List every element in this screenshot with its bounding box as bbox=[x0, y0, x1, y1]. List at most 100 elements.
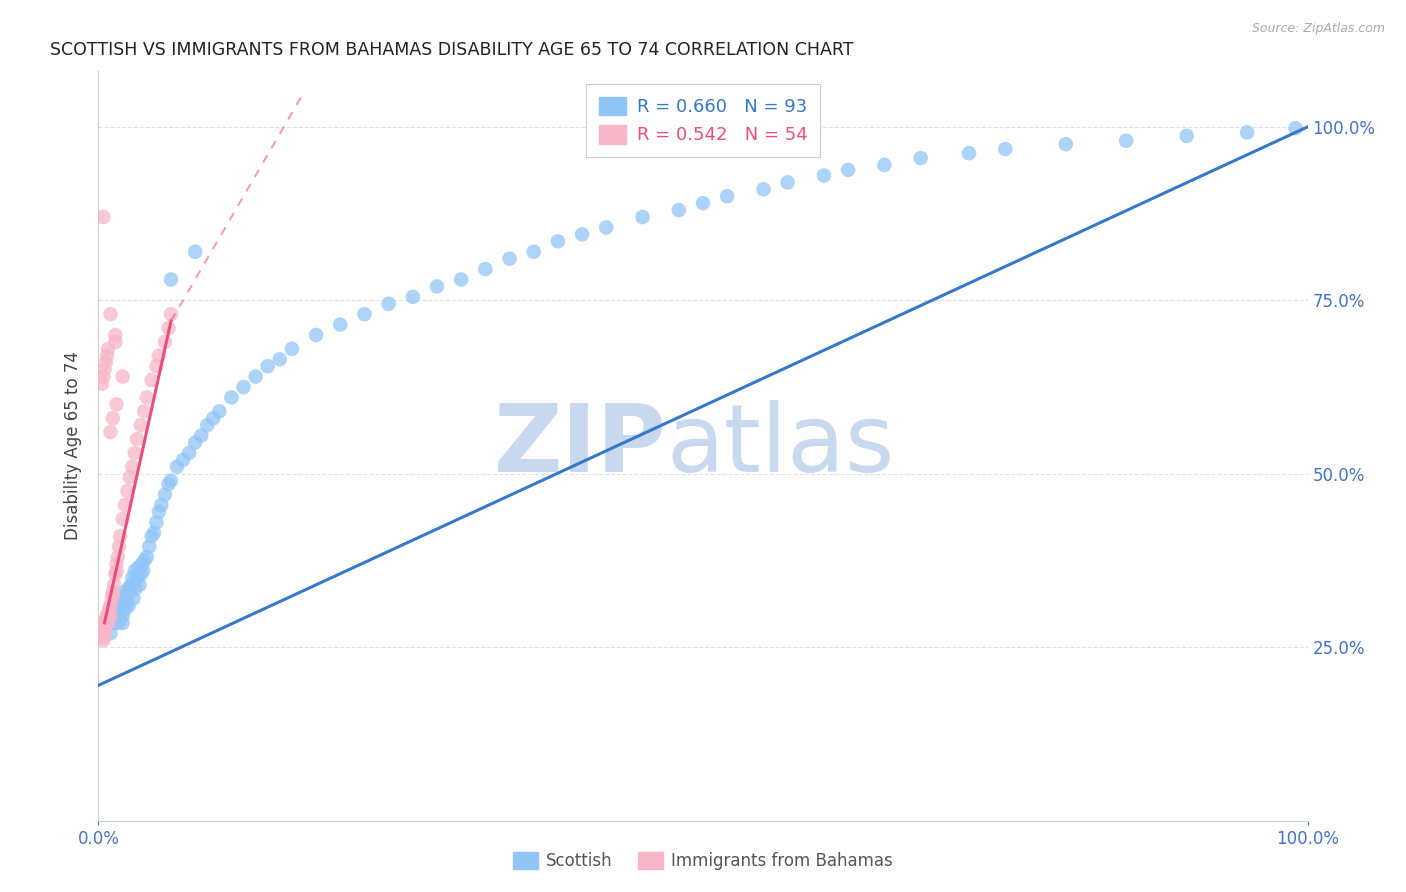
Point bbox=[107, 549, 129, 564]
Point bbox=[150, 498, 173, 512]
Point bbox=[148, 505, 170, 519]
Point bbox=[160, 272, 183, 286]
Point bbox=[91, 369, 114, 384]
Point bbox=[138, 540, 160, 554]
Point bbox=[994, 142, 1017, 156]
Point bbox=[112, 591, 135, 606]
Point bbox=[91, 633, 114, 648]
Point bbox=[91, 210, 114, 224]
Point bbox=[716, 189, 738, 203]
Point bbox=[426, 279, 449, 293]
Point bbox=[184, 435, 207, 450]
Point bbox=[127, 571, 149, 585]
Point bbox=[141, 529, 163, 543]
Point bbox=[129, 567, 152, 582]
Point bbox=[571, 227, 593, 242]
Point bbox=[96, 609, 118, 624]
Point bbox=[127, 432, 149, 446]
Point bbox=[100, 425, 122, 439]
Point bbox=[132, 564, 155, 578]
Point bbox=[93, 630, 115, 644]
Point bbox=[111, 609, 134, 624]
Point bbox=[221, 391, 243, 405]
Point bbox=[329, 318, 352, 332]
Point bbox=[124, 446, 146, 460]
Point bbox=[96, 349, 118, 363]
Point bbox=[105, 564, 128, 578]
Point bbox=[100, 599, 122, 613]
Point bbox=[97, 606, 120, 620]
Point bbox=[94, 356, 117, 370]
Point bbox=[104, 328, 127, 343]
Point bbox=[837, 162, 859, 177]
Legend: Scottish, Immigrants from Bahamas: Scottish, Immigrants from Bahamas bbox=[506, 845, 900, 877]
Point bbox=[145, 359, 167, 374]
Point bbox=[631, 210, 654, 224]
Point bbox=[105, 602, 128, 616]
Point bbox=[957, 146, 980, 161]
Point bbox=[160, 307, 183, 321]
Y-axis label: Disability Age 65 to 74: Disability Age 65 to 74 bbox=[65, 351, 83, 541]
Point bbox=[184, 244, 207, 259]
Point bbox=[122, 591, 145, 606]
Point bbox=[692, 196, 714, 211]
Point bbox=[1115, 134, 1137, 148]
Point bbox=[91, 619, 114, 633]
Point bbox=[108, 606, 131, 620]
Point bbox=[232, 380, 254, 394]
Point bbox=[135, 391, 157, 405]
Point bbox=[100, 609, 122, 624]
Point bbox=[121, 571, 143, 585]
Point bbox=[547, 235, 569, 249]
Point bbox=[141, 373, 163, 387]
Point bbox=[117, 595, 139, 609]
Point bbox=[668, 203, 690, 218]
Point bbox=[256, 359, 278, 374]
Point bbox=[111, 369, 134, 384]
Point bbox=[101, 411, 124, 425]
Text: Source: ZipAtlas.com: Source: ZipAtlas.com bbox=[1251, 22, 1385, 36]
Point bbox=[93, 615, 115, 630]
Point bbox=[101, 615, 124, 630]
Point bbox=[135, 549, 157, 564]
Point bbox=[101, 588, 124, 602]
Point bbox=[281, 342, 304, 356]
Point bbox=[105, 557, 128, 571]
Point bbox=[118, 581, 141, 595]
Point bbox=[98, 602, 121, 616]
Point bbox=[111, 512, 134, 526]
Point bbox=[190, 428, 212, 442]
Point bbox=[121, 459, 143, 474]
Point bbox=[100, 606, 122, 620]
Point bbox=[1175, 128, 1198, 143]
Point bbox=[498, 252, 520, 266]
Point bbox=[124, 564, 146, 578]
Point bbox=[1236, 125, 1258, 139]
Point bbox=[108, 540, 131, 554]
Point bbox=[117, 484, 139, 499]
Point bbox=[179, 446, 201, 460]
Point bbox=[101, 599, 124, 613]
Point bbox=[752, 182, 775, 196]
Point bbox=[120, 578, 142, 592]
Point bbox=[160, 474, 183, 488]
Point bbox=[94, 619, 117, 633]
Point bbox=[91, 623, 114, 637]
Point bbox=[129, 418, 152, 433]
Point bbox=[157, 321, 180, 335]
Point bbox=[402, 290, 425, 304]
Point bbox=[813, 169, 835, 183]
Point bbox=[910, 151, 932, 165]
Point bbox=[104, 567, 127, 582]
Point bbox=[91, 376, 114, 391]
Point bbox=[157, 477, 180, 491]
Point bbox=[595, 220, 617, 235]
Point bbox=[107, 615, 129, 630]
Legend: R = 0.660   N = 93, R = 0.542   N = 54: R = 0.660 N = 93, R = 0.542 N = 54 bbox=[586, 84, 820, 157]
Point bbox=[104, 334, 127, 349]
Point bbox=[202, 411, 225, 425]
Point bbox=[105, 397, 128, 411]
Point bbox=[93, 362, 115, 376]
Point bbox=[118, 584, 141, 599]
Point bbox=[474, 262, 496, 277]
